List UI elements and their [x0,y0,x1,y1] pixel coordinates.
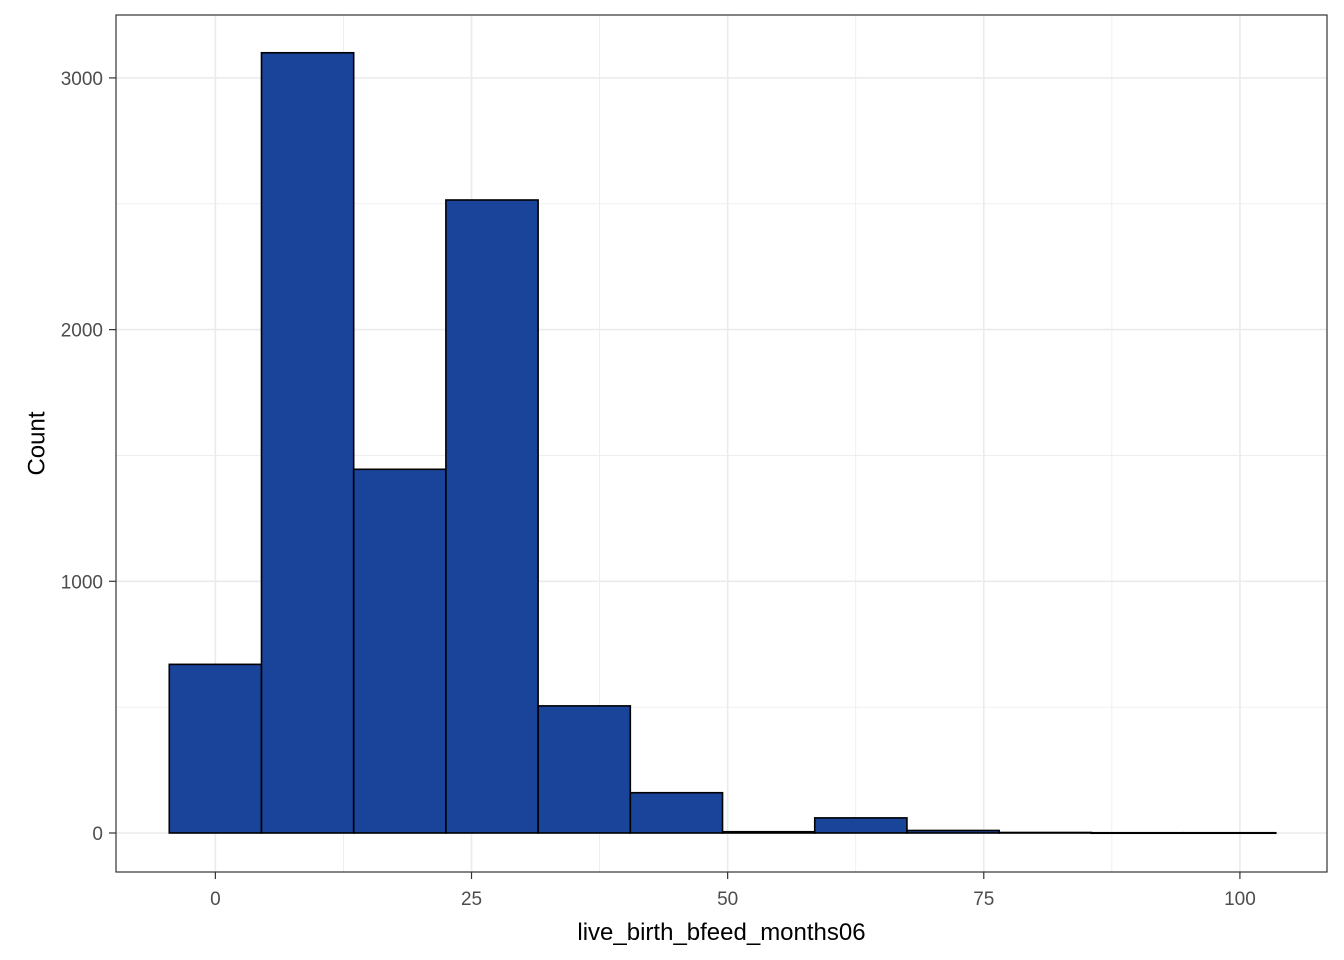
x-tick-label: 100 [1224,889,1256,910]
x-axis-ticks: 0 25 50 75 100 [210,872,1256,910]
x-tick-label: 25 [461,889,482,910]
histogram-bar [906,829,1000,834]
x-tick-label: 75 [973,889,994,910]
histogram-bar [1090,831,1185,835]
y-axis-ticks: 0 1000 2000 3000 [61,69,116,845]
y-tick-label: 2000 [61,321,103,342]
y-tick-label: 1000 [61,572,103,593]
histogram-bar [721,830,816,834]
panel-border [115,14,1328,873]
y-tick-label: 3000 [61,69,103,90]
y-axis-title: Count [23,411,50,475]
histogram-bar [537,705,632,834]
histogram-bar [813,817,908,834]
histogram-bar [1182,831,1277,835]
x-tick-label: 0 [210,889,221,910]
x-tick-label: 50 [717,889,738,910]
x-axis-title: live_birth_bfeed_months06 [577,919,865,946]
histogram-bar [629,791,724,834]
histogram-bar [998,831,1093,834]
histogram-bar [260,51,355,834]
histogram-bar [445,199,539,834]
histogram-bars [168,51,1277,835]
histogram-bar [352,468,447,834]
y-tick-label: 0 [92,824,103,845]
histogram-bar [168,663,263,834]
